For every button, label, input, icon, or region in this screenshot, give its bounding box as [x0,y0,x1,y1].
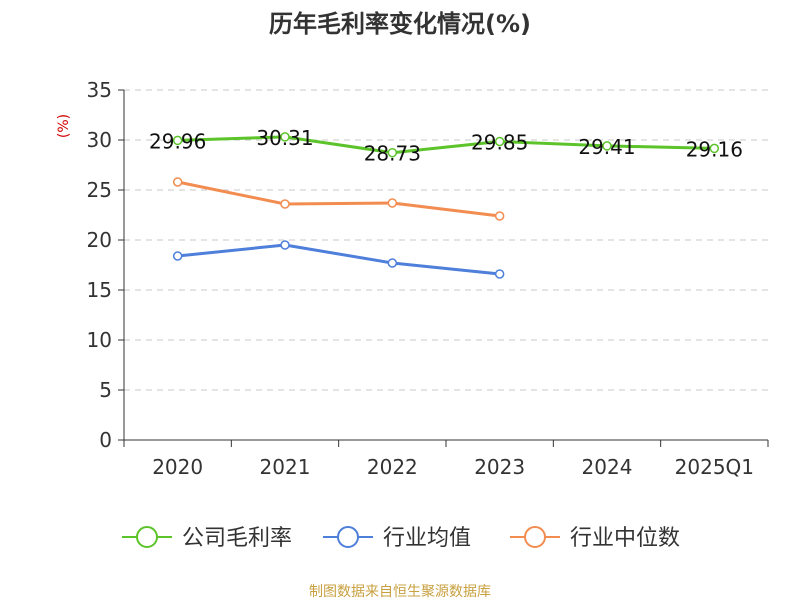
data-point [494,211,505,221]
y-axis-label: (%) [56,114,72,138]
legend-label: 行业均值 [383,526,471,551]
data-point [280,240,290,250]
y-tick-label: 10 [87,328,112,352]
data-point [172,251,183,261]
data-point [494,136,505,147]
data-point [280,199,290,209]
data-label: 29.16 [686,137,743,161]
data-label: 29.96 [149,129,206,153]
data-point [280,132,290,142]
y-tick-label: 30 [87,128,112,152]
legend-marker [524,526,546,548]
x-tick-label: 2022 [367,455,418,479]
data-point [709,143,720,154]
y-tick-label: 20 [87,228,112,252]
data-point [494,269,505,279]
data-point [172,135,183,146]
data-label: 28.73 [364,142,421,166]
data-label: 30.31 [256,126,313,150]
series-lines [172,132,720,279]
series-line [177,180,500,218]
x-tick-label: 2025Q1 [675,455,754,479]
grid-lines [124,89,768,391]
y-tick-label: 5 [99,378,112,402]
data-label: 29.41 [578,135,635,159]
y-tick-label: 0 [99,428,112,452]
legend: 公司毛利率 行业均值 行业中位数 [122,526,680,551]
data-label: 29.85 [471,131,528,155]
y-tick-label: 25 [87,178,112,202]
data-labels: 29.96 30.31 28.73 29.85 29.41 29.16 [149,126,743,166]
legend-label: 行业中位数 [570,526,680,551]
data-point [387,258,398,268]
series-line [177,135,715,155]
y-tick-label: 35 [87,78,112,102]
y-tick-label: 15 [87,278,112,302]
chart-title: 历年毛利率变化情况(%) [269,10,531,38]
data-point [387,147,398,158]
legend-marker [136,526,158,548]
legend-marker [337,526,359,548]
x-tick-label: 2020 [152,455,203,479]
data-point [172,177,183,187]
x-tick-label: 2021 [260,455,311,479]
x-tick-label: 2023 [474,455,525,479]
data-point [387,198,398,208]
data-point [602,141,612,151]
x-tick-label: 2024 [582,455,633,479]
x-tick-labels: 2020 2021 2022 2023 2024 2025Q1 [152,455,754,479]
source-note: 制图数据来自恒生聚源数据库 [309,584,491,600]
y-tick-labels: 0 5 10 15 20 25 30 35 [87,78,112,452]
axes [118,89,769,447]
legend-label: 公司毛利率 [182,526,292,551]
series-line [177,243,500,276]
